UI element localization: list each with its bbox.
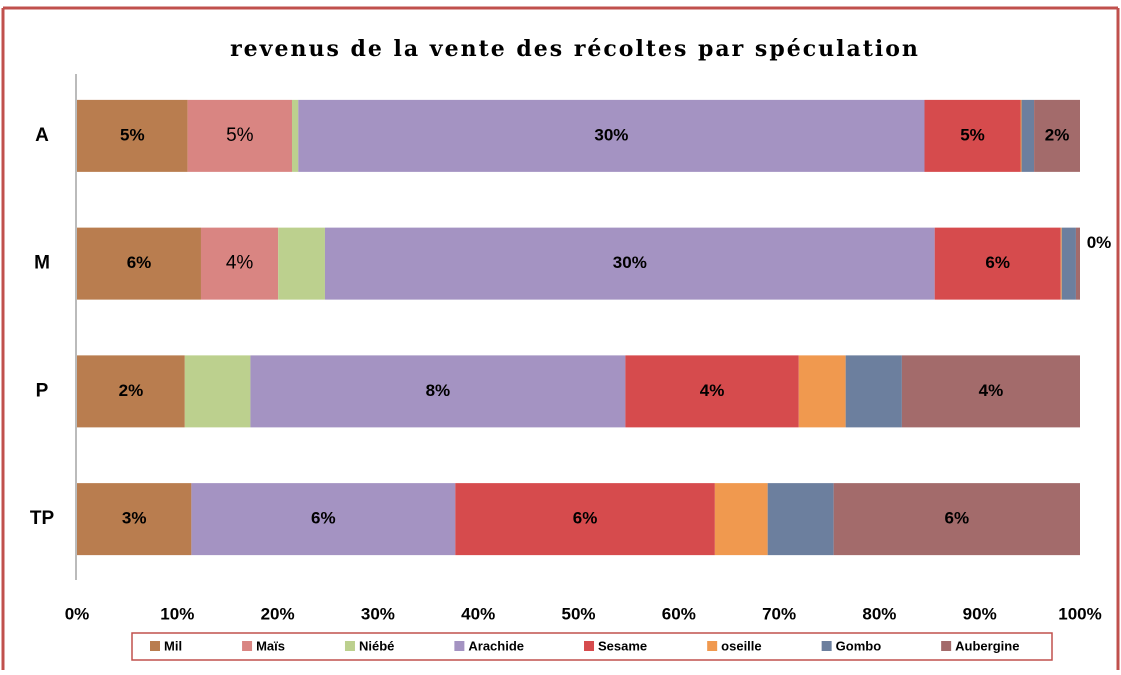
legend-swatch: [150, 641, 160, 651]
bar-segment: [298, 99, 925, 172]
legend-swatch: [454, 641, 465, 651]
legend-label: Aubergine: [955, 638, 1019, 653]
legend-label: Niébé: [359, 638, 394, 653]
bar-segment: [324, 227, 935, 300]
x-tick-label: 60%: [662, 604, 696, 623]
x-tick-label: 0%: [65, 604, 90, 623]
legend-box: [131, 632, 1053, 661]
data-label: 2%: [1045, 125, 1070, 144]
data-label: 0%: [1087, 233, 1112, 252]
legend-swatch: [821, 641, 832, 651]
data-label: 3%: [122, 509, 147, 528]
bar-segment: [714, 483, 768, 556]
x-tick-label: 50%: [561, 604, 595, 623]
x-tick-label: 40%: [461, 604, 495, 623]
bar-segment: [901, 355, 1080, 428]
bar-segment: [1034, 99, 1080, 172]
bar-segment: [184, 355, 251, 428]
bar-segment: [455, 483, 715, 556]
bar-segment: [77, 227, 201, 300]
bar-segment: [77, 483, 192, 556]
bar-segment: [77, 99, 188, 172]
legend-swatch: [584, 641, 595, 651]
legend-label: Gombo: [836, 638, 882, 653]
data-label: 4%: [226, 253, 254, 274]
bar-segment: [1021, 99, 1035, 172]
data-label: 5%: [960, 125, 985, 144]
bar-segment: [77, 355, 185, 428]
legend-swatch: [941, 641, 952, 651]
legend-swatch: [707, 641, 718, 651]
data-label: 6%: [311, 509, 336, 528]
legend-label: Mil: [164, 638, 182, 653]
data-label: 6%: [573, 509, 598, 528]
x-tick-label: 30%: [361, 604, 395, 623]
bar-segment: [924, 99, 1021, 172]
data-label: 6%: [945, 509, 970, 528]
legend-label: Sesame: [598, 638, 647, 653]
y-tick-label: A: [35, 125, 49, 146]
bar-segment: [1061, 227, 1076, 300]
legend-label: Maïs: [256, 638, 285, 653]
legend-swatch: [344, 641, 355, 651]
data-label: 30%: [594, 125, 628, 144]
data-label: 4%: [979, 381, 1004, 400]
x-tick-label: 90%: [963, 604, 997, 623]
data-label: 5%: [120, 125, 145, 144]
bar-segment: [1020, 99, 1022, 172]
bar-segment: [191, 483, 456, 556]
x-tick-label: 70%: [762, 604, 796, 623]
bar-segment: [845, 355, 902, 428]
data-label: 8%: [426, 381, 451, 400]
data-label: 5%: [226, 125, 254, 146]
data-label: 6%: [985, 253, 1010, 272]
data-label: 30%: [613, 253, 647, 272]
legend-label: Arachide: [468, 638, 524, 653]
data-label: 6%: [127, 253, 152, 272]
bar-segment: [278, 227, 325, 300]
data-label: 4%: [700, 381, 725, 400]
x-tick-label: 10%: [160, 604, 194, 623]
bar-segment: [292, 99, 299, 172]
x-tick-label: 20%: [261, 604, 295, 623]
bar-segment: [798, 355, 846, 428]
bar-segment: [1075, 227, 1080, 300]
bar-segment: [767, 483, 834, 556]
y-tick-label: P: [36, 380, 49, 401]
bar-segment: [250, 355, 626, 428]
bar-segment: [187, 99, 293, 172]
y-tick-label: M: [34, 253, 50, 274]
legend-swatch: [242, 641, 253, 651]
chart-title: revenus de la vente des récoltes par spé…: [230, 36, 920, 62]
x-tick-label: 100%: [1058, 604, 1101, 623]
data-label: 2%: [119, 381, 144, 400]
bar-segment: [200, 227, 279, 300]
bar-segment: [625, 355, 799, 428]
bar-segment: [934, 227, 1061, 300]
bar-segment: [833, 483, 1080, 556]
legend-label: oseille: [721, 638, 761, 653]
y-tick-label: TP: [30, 508, 55, 529]
bar-segment: [1060, 227, 1062, 300]
x-tick-label: 80%: [862, 604, 896, 623]
